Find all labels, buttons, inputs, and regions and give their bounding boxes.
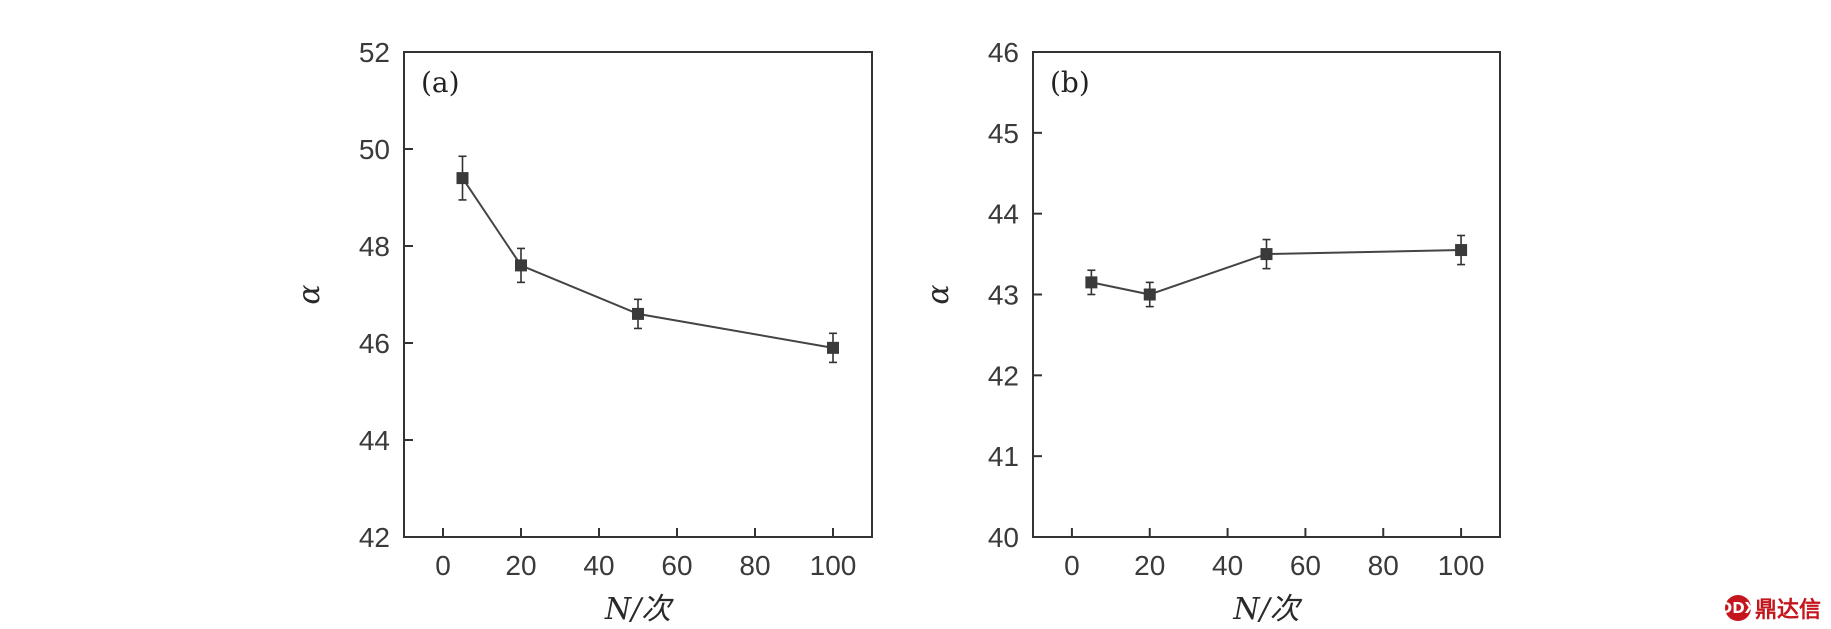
y-tick-label: 42 bbox=[359, 522, 390, 553]
chart-panel-2: 0 20 40 60 80 100 40 41 42 43 44 45 46 N/次 α (b) bbox=[921, 37, 1501, 627]
x-tick-label: 0 bbox=[435, 550, 451, 581]
y-tick-label: 45 bbox=[988, 118, 1019, 149]
data-point bbox=[456, 172, 469, 185]
watermark-logo: DDX 鼎达信 bbox=[1720, 592, 1821, 624]
x-tick-label: 100 bbox=[810, 550, 857, 581]
plot-frame bbox=[1032, 51, 1501, 538]
x-axis-title: N/次 bbox=[1232, 592, 1302, 627]
y-tick-label: 44 bbox=[359, 425, 390, 456]
data-point bbox=[827, 341, 839, 354]
plot-frame bbox=[403, 51, 873, 538]
x-tick-label: 100 bbox=[1438, 550, 1485, 581]
x-tick-label: 80 bbox=[1368, 550, 1399, 581]
x-tick-label: 40 bbox=[1212, 550, 1243, 581]
data-point bbox=[632, 307, 644, 320]
data-point bbox=[1260, 248, 1273, 261]
data-point bbox=[515, 259, 527, 272]
panel-label: (a) bbox=[421, 66, 460, 99]
watermark-text: 鼎达信 bbox=[1754, 598, 1821, 623]
y-tick-label: 44 bbox=[988, 199, 1019, 230]
data-point bbox=[1085, 276, 1098, 289]
x-tick-label: 60 bbox=[661, 550, 692, 581]
y-tick-label: 43 bbox=[988, 280, 1019, 311]
x-tick-label: 80 bbox=[739, 550, 770, 581]
chart-panel-1: 0 20 40 60 80 100 42 44 46 48 50 52 N/次 α (a) bbox=[292, 37, 873, 627]
y-tick-label: 40 bbox=[988, 522, 1019, 553]
y-tick-label: 52 bbox=[359, 37, 390, 68]
x-axis-title: N/次 bbox=[604, 592, 674, 627]
x-tick-label: 20 bbox=[505, 550, 536, 581]
x-tick-label: 0 bbox=[1064, 550, 1080, 581]
data-point bbox=[1143, 288, 1156, 301]
y-tick-label: 46 bbox=[359, 328, 390, 359]
series-line bbox=[1091, 249, 1462, 296]
x-tick-label: 60 bbox=[1290, 550, 1321, 581]
y-axis-title: α bbox=[921, 284, 956, 304]
y-tick-label: 48 bbox=[359, 231, 390, 262]
y-tick-label: 46 bbox=[988, 37, 1019, 68]
panel-label: (b) bbox=[1050, 66, 1090, 99]
y-axis-title: α bbox=[292, 284, 327, 304]
y-tick-label: 42 bbox=[988, 360, 1019, 391]
x-tick-label: 40 bbox=[583, 550, 614, 581]
series-line bbox=[461, 177, 834, 349]
y-tick-label: 50 bbox=[359, 134, 390, 165]
y-tick-label: 41 bbox=[988, 441, 1019, 472]
x-tick-label: 20 bbox=[1134, 550, 1165, 581]
data-point bbox=[1455, 244, 1468, 257]
logo-badge-icon: DDX bbox=[1720, 595, 1756, 621]
